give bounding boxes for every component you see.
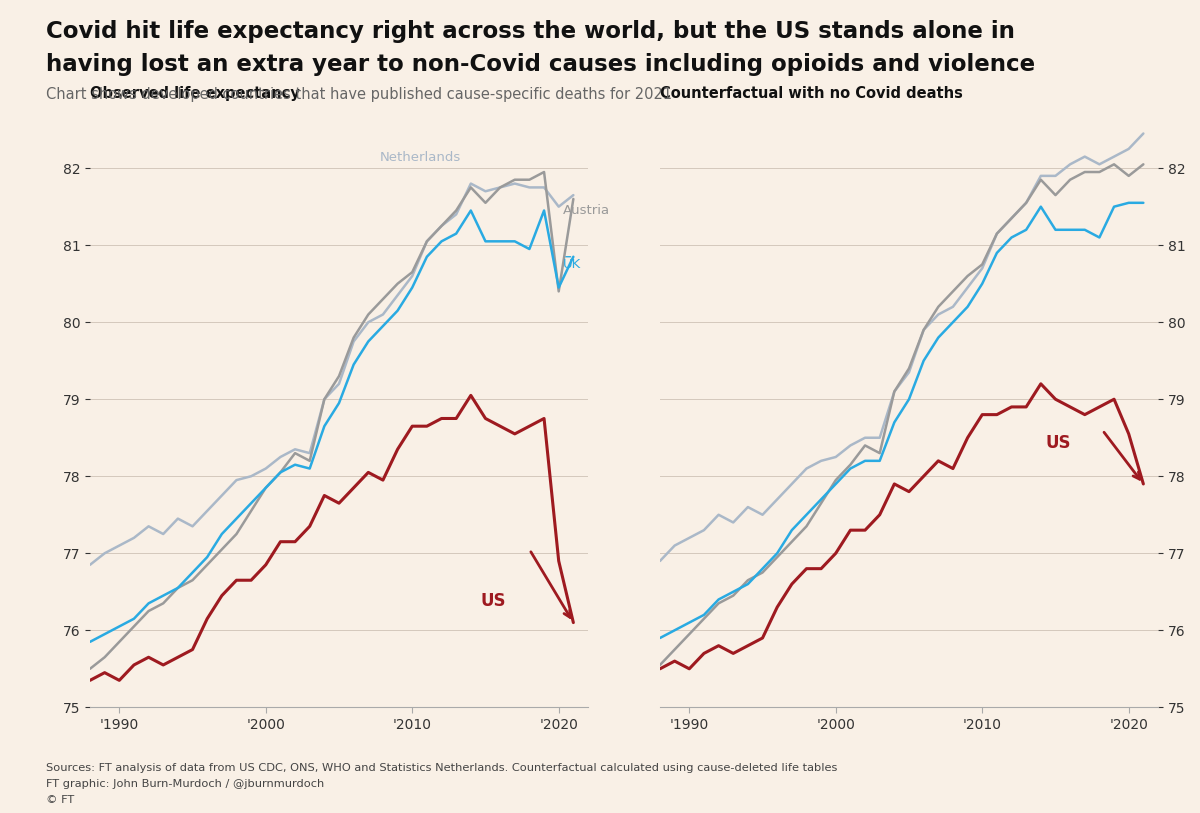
Text: US: US: [1045, 434, 1072, 452]
Text: Sources: FT analysis of data from US CDC, ONS, WHO and Statistics Netherlands. C: Sources: FT analysis of data from US CDC…: [46, 763, 836, 772]
Text: Observed life expectancy: Observed life expectancy: [90, 86, 300, 102]
Text: UK: UK: [563, 258, 581, 271]
Text: Austria: Austria: [563, 204, 611, 217]
Text: © FT: © FT: [46, 795, 74, 805]
Text: FT graphic: John Burn-Murdoch / @jburnmurdoch: FT graphic: John Burn-Murdoch / @jburnmu…: [46, 779, 324, 789]
Text: Chart shows developed countries that have published cause-specific deaths for 20: Chart shows developed countries that hav…: [46, 87, 672, 102]
Text: US: US: [480, 592, 505, 610]
Text: Netherlands: Netherlands: [380, 151, 461, 164]
Text: Counterfactual with no Covid deaths: Counterfactual with no Covid deaths: [660, 86, 962, 102]
Text: Covid hit life expectancy right across the world, but the US stands alone in: Covid hit life expectancy right across t…: [46, 20, 1014, 43]
Text: having lost an extra year to non-Covid causes including opioids and violence: having lost an extra year to non-Covid c…: [46, 53, 1034, 76]
